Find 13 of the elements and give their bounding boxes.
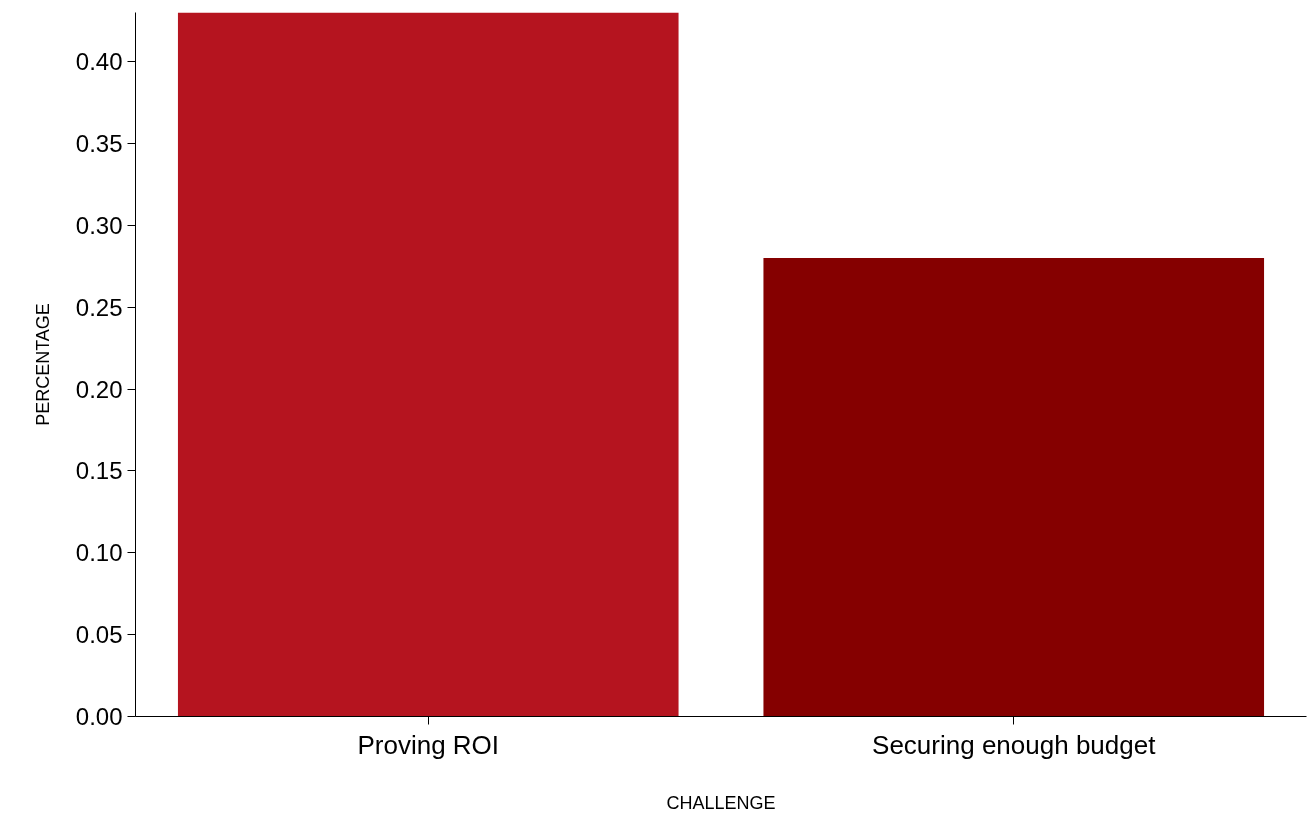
x-tick-label: Securing enough budget [872,729,1157,760]
y-tick-label: 0.15 [75,457,123,485]
x-tick-label: Proving ROI [357,729,500,760]
y-tick-label: 0.30 [75,211,123,239]
y-tick-label: 0.25 [75,293,123,321]
y-tick-label: 0.05 [75,621,123,649]
y-tick-label: 0.00 [75,703,123,730]
y-tick-label: 0.10 [75,539,123,567]
y-axis-title: PERCENTAGE [32,303,53,426]
y-tick-label: 0.35 [75,129,123,157]
y-tick-label: 0.20 [75,375,123,403]
y-tick-label: 0.40 [75,48,123,76]
x-axis-title: CHALLENGE [666,792,776,813]
